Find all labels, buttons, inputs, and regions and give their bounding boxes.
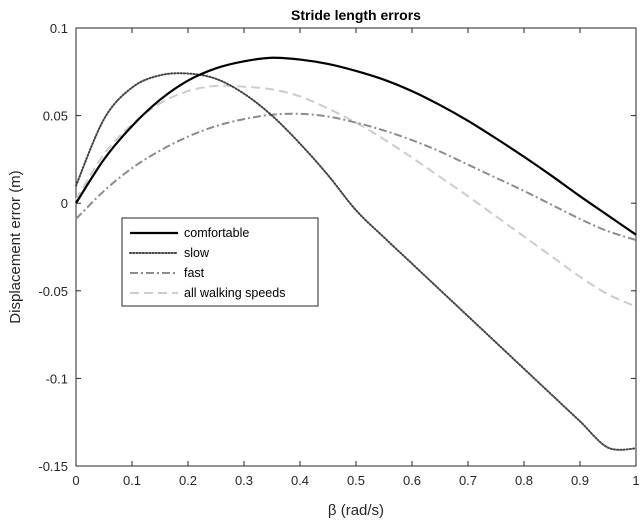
legend-label: comfortable (184, 226, 249, 240)
x-axis-label: β (rad/s) (328, 502, 384, 519)
legend-label: all walking speeds (184, 286, 285, 300)
x-tick-label: 0 (72, 473, 79, 488)
x-tick-label: 0.6 (403, 473, 421, 488)
y-tick-label: -0.1 (46, 371, 68, 386)
x-tick-label: 1 (632, 473, 639, 488)
x-tick-label: 0.9 (571, 473, 589, 488)
tick-layer: 0 0.1 0.2 0.3 0.4 0.5 0.6 0.7 0.8 0.9 1 0.1 0.05 0 -0.… (38, 21, 639, 488)
y-tick-label: 0.05 (43, 109, 68, 124)
series-line-all-walking-speeds (75, 84, 637, 308)
legend-label: fast (184, 266, 205, 280)
legend-label: slow (184, 246, 210, 260)
x-tick-label: 0.7 (459, 473, 477, 488)
series-line-fast (75, 112, 637, 241)
x-tick-label: 0.1 (123, 473, 141, 488)
x-tick-label: 0.5 (347, 473, 365, 488)
x-tick-label: 0.2 (179, 473, 197, 488)
series-layer (75, 56, 637, 451)
legend: comfortable slow fast all walking speeds (121, 217, 319, 307)
series-line-slow (75, 72, 637, 451)
series-line-comfortable (75, 56, 637, 236)
y-axis-label: Displacement error (m) (7, 170, 24, 323)
chart-title: Stride length errors (291, 7, 421, 23)
y-tick-label: 0 (61, 196, 68, 211)
x-tick-label: 0.8 (515, 473, 533, 488)
x-tick-label: 0.4 (291, 473, 309, 488)
y-tick-label: 0.1 (50, 21, 68, 36)
y-tick-label: -0.15 (38, 459, 68, 474)
x-tick-label: 0.3 (235, 473, 253, 488)
y-tick-label: -0.05 (38, 284, 68, 299)
